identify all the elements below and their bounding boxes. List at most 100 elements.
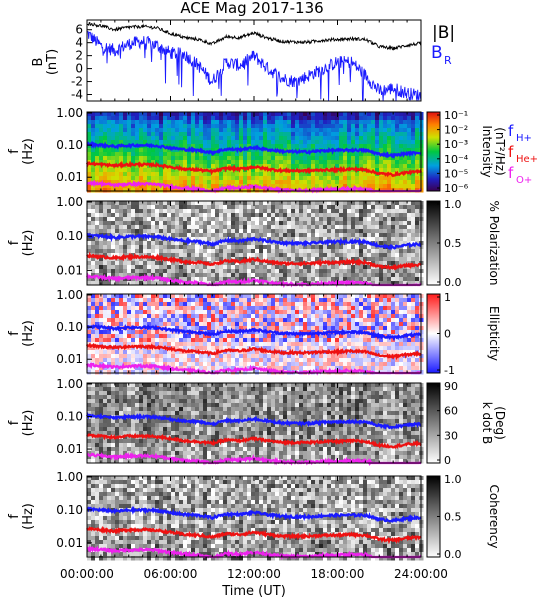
spec-cell — [139, 116, 144, 121]
spec-cell — [127, 330, 132, 335]
spec-cell — [347, 213, 352, 218]
spec-cell — [155, 318, 160, 323]
spec-cell — [295, 205, 300, 210]
spec-cell — [355, 334, 360, 339]
spec-cell — [223, 140, 228, 145]
spec-cell — [387, 144, 392, 149]
spec-cell — [103, 342, 108, 347]
spec-cell — [95, 310, 100, 315]
spec-cell — [375, 233, 380, 238]
spec-cell — [415, 205, 420, 210]
spec-cell — [311, 306, 316, 311]
spec-cell — [295, 306, 300, 311]
spec-cell — [95, 140, 100, 145]
spec-cell — [271, 152, 276, 157]
spec-cell — [275, 253, 280, 258]
spec-cell — [403, 298, 408, 303]
spec-cell — [119, 156, 124, 161]
spec-cell — [271, 306, 276, 311]
spec-cell — [251, 116, 256, 121]
spec-cell — [195, 233, 200, 238]
spec-cell — [127, 298, 132, 303]
spec-cell — [291, 265, 296, 270]
spec-cell — [99, 152, 104, 157]
spec-cell — [195, 257, 200, 262]
spec-cell — [355, 160, 360, 165]
spec-cell — [91, 249, 96, 254]
spec-cell — [87, 354, 92, 359]
spec-cell — [191, 265, 196, 270]
spec-cell — [139, 201, 144, 206]
spec-cell — [111, 354, 116, 359]
spec-cell — [191, 314, 196, 319]
spec-cell — [191, 164, 196, 169]
spec-cell — [399, 124, 404, 129]
spec-cell — [291, 144, 296, 149]
spec-cell — [183, 253, 188, 258]
spec-cell — [303, 156, 308, 161]
spec-cell — [315, 184, 320, 189]
spec-cell — [247, 132, 252, 137]
spec-cell — [163, 176, 168, 181]
spec-cell — [279, 124, 284, 129]
spec-cell — [359, 128, 364, 133]
spec-cell — [379, 176, 384, 181]
spec-cell — [99, 298, 104, 303]
spec-cell — [395, 350, 400, 355]
spec-cell — [179, 116, 184, 121]
spec-cell — [367, 120, 372, 125]
spec-cell — [255, 265, 260, 270]
spec-cell — [223, 229, 228, 234]
spec-cell — [227, 257, 232, 262]
spec-cell — [227, 225, 232, 230]
spec-cell — [103, 184, 108, 189]
spec-cell — [291, 237, 296, 242]
spec-cell — [219, 265, 224, 270]
spec-cell — [95, 354, 100, 359]
spec-cell — [375, 205, 380, 210]
spec-cell — [187, 318, 192, 323]
spec-cell — [219, 209, 224, 214]
spec-cell — [227, 213, 232, 218]
spec-cell — [107, 241, 112, 246]
spec-cell — [331, 302, 336, 307]
spec-cell — [207, 257, 212, 262]
spec-cell — [255, 176, 260, 181]
spec-cell — [399, 132, 404, 137]
spec-cell — [283, 362, 288, 367]
spec-cell — [215, 229, 220, 234]
spec-cell — [107, 136, 112, 141]
spec-cell — [159, 217, 164, 222]
spec-cell — [155, 245, 160, 250]
spec-cell — [115, 233, 120, 238]
spec-cell — [311, 116, 316, 121]
spec-cell — [303, 265, 308, 270]
spec-cell — [87, 366, 92, 371]
spec-cell — [263, 326, 268, 331]
spec-cell — [215, 112, 220, 117]
spec-cell — [407, 273, 412, 278]
spec-cell — [391, 229, 396, 234]
spec-cell — [151, 318, 156, 323]
spec-cell — [147, 160, 152, 165]
spec-cell — [199, 302, 204, 307]
spec-cell — [171, 302, 176, 307]
spec-cell — [107, 298, 112, 303]
spec-cell — [199, 318, 204, 323]
spec-cell — [243, 201, 248, 206]
spec-cell — [411, 132, 416, 137]
spec-cell — [87, 261, 92, 266]
spec-cell — [147, 225, 152, 230]
spec-cell — [271, 136, 276, 141]
spec-cell — [411, 156, 416, 161]
spec-cell — [115, 314, 120, 319]
spec-cell — [123, 136, 128, 141]
spec-cell — [387, 168, 392, 173]
spec-cell — [411, 318, 416, 323]
spec-cell — [367, 277, 372, 282]
spec-cell — [231, 354, 236, 359]
spec-cell — [399, 330, 404, 335]
spec-cell — [95, 314, 100, 319]
spec-cell — [131, 350, 136, 355]
spec-cell — [255, 225, 260, 230]
